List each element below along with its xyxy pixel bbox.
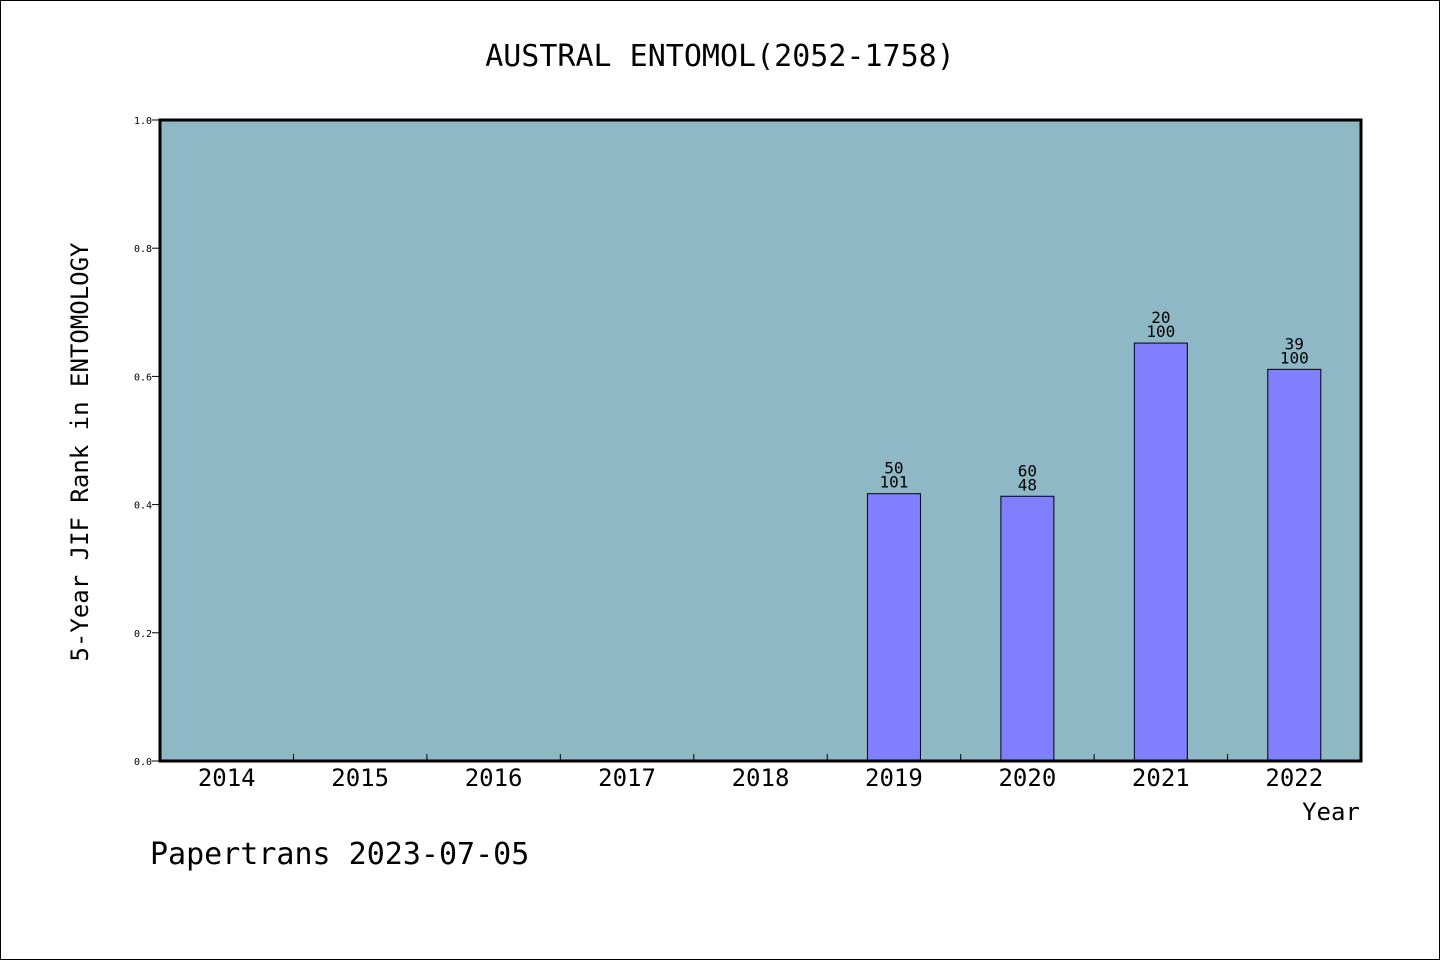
- x-tick-label: 2019: [865, 764, 923, 792]
- x-tick-label: 2014: [198, 764, 256, 792]
- bar-label-top: 39: [1285, 334, 1304, 353]
- bar-label-bottom: 100: [1280, 348, 1309, 367]
- plot-frame: [158, 118, 1363, 763]
- x-tick-label: 2015: [331, 764, 389, 792]
- ticks-layer: 0.0 0.2 0.4 0.6 0.8 1.0 2014 2015 2016 2017 2018 20…: [134, 116, 1323, 792]
- x-axis-label: Year: [1302, 798, 1360, 826]
- bar-label-bottom: 48: [1018, 475, 1037, 494]
- x-tick-label: 2016: [465, 764, 523, 792]
- watermark-text: Papertrans 2023-07-05: [150, 837, 529, 872]
- x-tick-label: 2018: [732, 764, 790, 792]
- bar-label-top: 60: [1018, 461, 1037, 480]
- bar-2019: [866, 493, 921, 762]
- x-tick-label: 2017: [598, 764, 656, 792]
- chart-title: AUSTRAL ENTOMOL(2052-1758): [485, 39, 955, 74]
- bar-label-top: 50: [884, 459, 903, 478]
- x-tick-label: 2021: [1132, 764, 1190, 792]
- x-tick-label: 2022: [1265, 764, 1323, 792]
- y-tick-label: 0.8: [134, 244, 152, 255]
- x-tick-label: 2020: [998, 764, 1056, 792]
- y-tick-label: 0.0: [134, 757, 152, 768]
- bar-label-top: 20: [1151, 308, 1170, 327]
- y-tick-label: 0.6: [134, 372, 152, 383]
- y-tick-label: 0.2: [134, 629, 152, 640]
- bar-label-bottom: 100: [1146, 322, 1175, 341]
- bar-2021: [1133, 342, 1188, 762]
- y-tick-label: 0.4: [134, 501, 152, 512]
- bar-2022: [1267, 368, 1322, 762]
- y-tick-label: 1.0: [134, 116, 152, 127]
- y-axis-label: 5-Year JIF Rank in ENTOMOLOGY: [66, 242, 94, 662]
- bar-2020: [1000, 495, 1055, 762]
- bar-label-bottom: 101: [879, 473, 908, 492]
